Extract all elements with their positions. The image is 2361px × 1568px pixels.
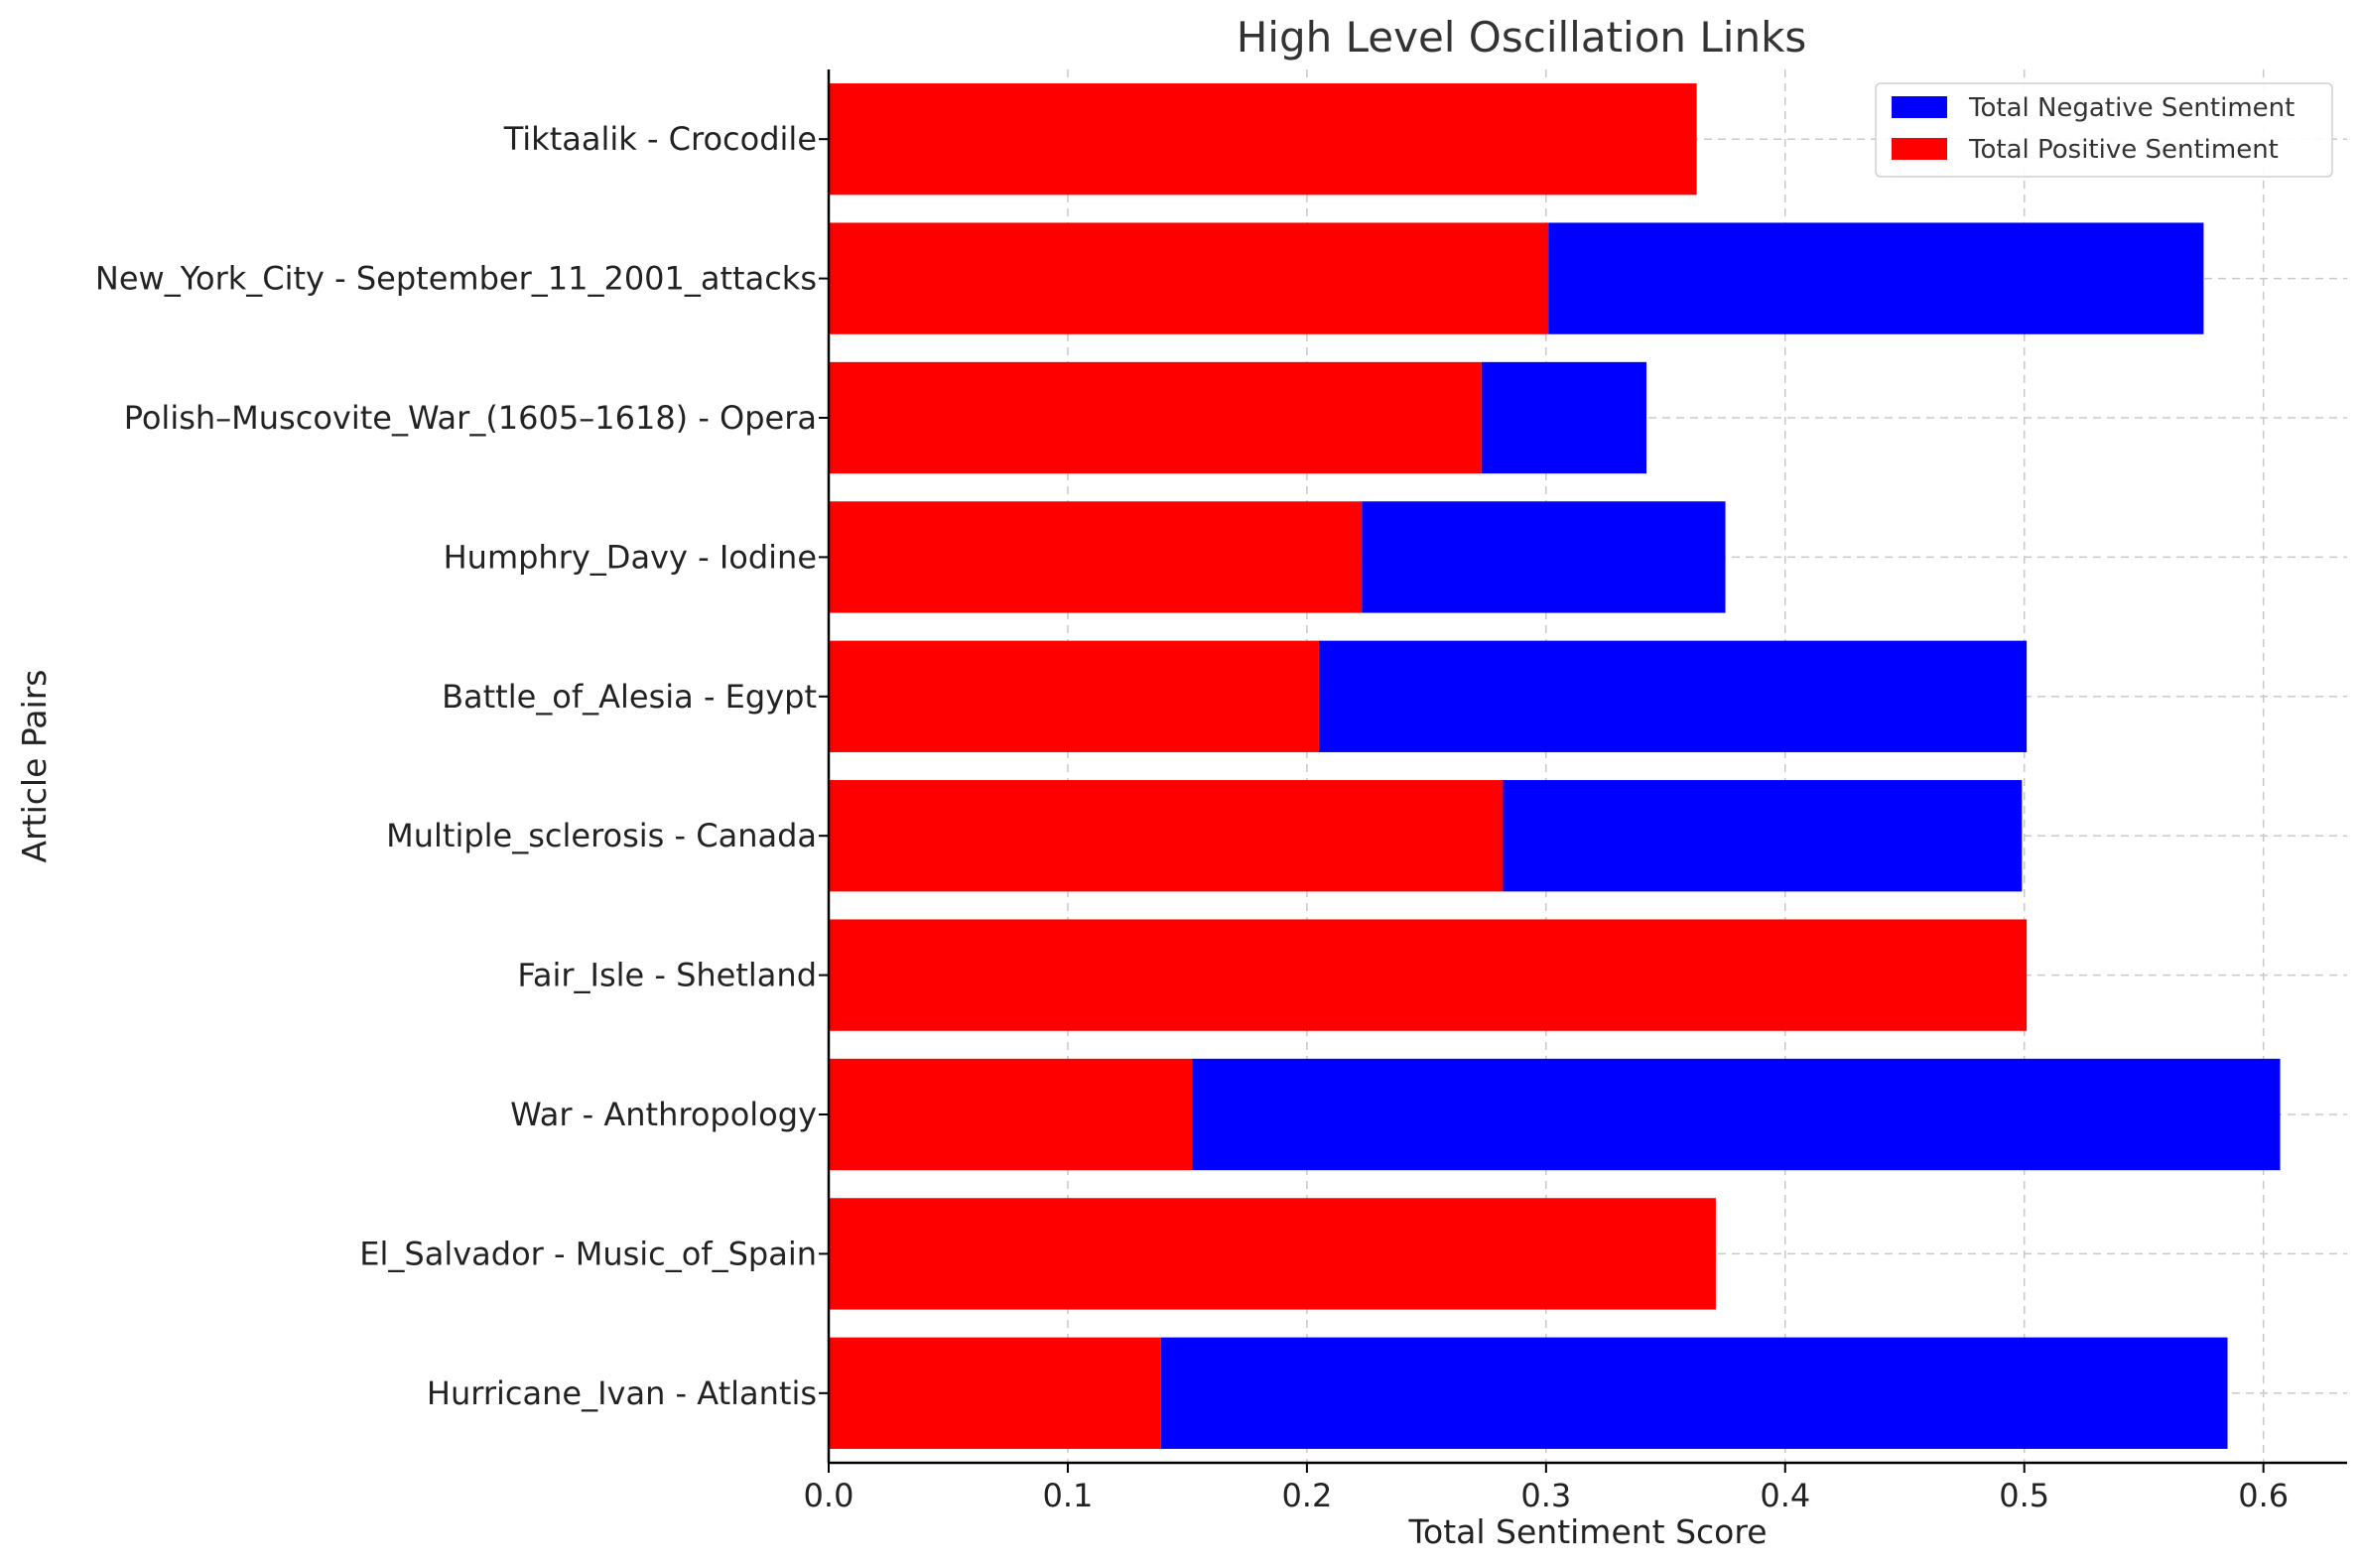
- legend-swatch-0: [1892, 96, 1947, 118]
- bar-negative-3: [1362, 501, 1726, 613]
- bar-negative-2: [1481, 361, 1647, 474]
- y-tick-label-5: Multiple_sclerosis - Canada: [386, 817, 817, 854]
- y-tick-label-7: War - Anthropology: [510, 1096, 817, 1133]
- x-tick-label-3: 0.3: [1520, 1477, 1571, 1514]
- bar-negative-5: [1503, 780, 2023, 892]
- x-tick-label-1: 0.1: [1042, 1477, 1093, 1514]
- x-tick-label-2: 0.2: [1281, 1477, 1332, 1514]
- chart-title: High Level Oscillation Links: [1237, 13, 1807, 62]
- legend-label-0: Total Negative Sentiment: [1968, 93, 2295, 123]
- bar-positive-5: [829, 780, 1504, 892]
- y-axis-ticks: Tiktaalik - Crocodile New_York_City - Sep…: [95, 120, 829, 1412]
- y-tick-label-6: Fair_Isle - Shetland: [517, 957, 817, 994]
- bar-positive-4: [829, 640, 1319, 752]
- x-tick-label-0: 0.0: [804, 1477, 854, 1514]
- bar-positive-1: [829, 222, 1549, 334]
- y-axis-label: Article Pairs: [15, 670, 54, 863]
- bar-positive-2: [829, 361, 1482, 474]
- bar-positive-9: [829, 1337, 1161, 1449]
- x-axis-ticks: 0.0 0.1 0.2 0.3 0.4 0.5 0.6: [804, 1463, 2289, 1514]
- bars: [829, 83, 2281, 1449]
- y-tick-label-3: Humphry_Davy - Iodine: [444, 538, 817, 576]
- y-tick-label-4: Battle_of_Alesia - Egypt: [442, 678, 817, 716]
- legend-label-1: Total Positive Sentiment: [1968, 135, 2279, 165]
- legend-swatch-1: [1892, 138, 1947, 160]
- legend-frame: [1875, 82, 2333, 178]
- bar-positive-0: [829, 83, 1697, 196]
- y-tick-label-1: New_York_City - September_11_2001_attack…: [95, 260, 817, 298]
- bar-negative-4: [1318, 640, 2028, 752]
- x-axis-label: Total Sentiment Score: [1407, 1512, 1767, 1551]
- x-tick-label-6: 0.6: [2238, 1477, 2289, 1514]
- y-tick-label-8: El_Salvador - Music_of_Spain: [359, 1235, 817, 1272]
- y-tick-label-9: Hurricane_Ivan - Atlantis: [427, 1374, 817, 1412]
- bar-negative-1: [1548, 222, 2204, 334]
- bar-positive-6: [829, 919, 2028, 1031]
- bar-positive-8: [829, 1198, 1716, 1310]
- y-tick-label-0: Tiktaalik - Crocodile: [503, 120, 817, 158]
- bar-positive-3: [829, 501, 1363, 613]
- chart-legend: Total Negative Sentiment Total Positive S…: [1875, 82, 2333, 178]
- bar-negative-9: [1160, 1337, 2228, 1449]
- y-tick-label-2: Polish–Muscovite_War_(1605–1618) - Opera: [124, 399, 817, 437]
- bar-positive-7: [829, 1058, 1193, 1171]
- bar-negative-7: [1192, 1058, 2281, 1171]
- x-tick-label-5: 0.5: [1999, 1477, 2049, 1514]
- x-tick-label-4: 0.4: [1760, 1477, 1810, 1514]
